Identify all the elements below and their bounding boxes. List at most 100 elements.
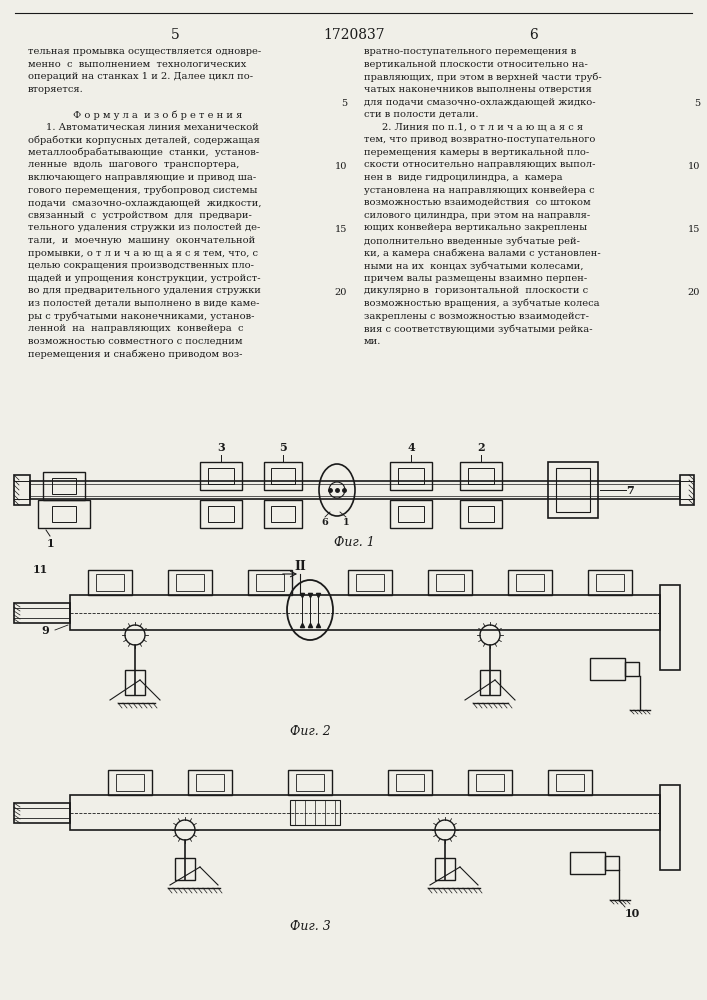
Text: Фиг. 1: Фиг. 1: [334, 536, 375, 549]
Bar: [168, 570, 212, 595]
Bar: [175, 858, 195, 880]
Bar: [96, 574, 124, 591]
Bar: [52, 506, 76, 522]
Text: ленной  на  направляющих  конвейера  с: ленной на направляющих конвейера с: [28, 324, 243, 333]
Bar: [435, 858, 455, 880]
Text: дополнительно введенные зубчатые рей-: дополнительно введенные зубчатые рей-: [364, 236, 580, 245]
Text: 7: 7: [626, 485, 633, 495]
Text: ры с трубчатыми наконечниками, установ-: ры с трубчатыми наконечниками, установ-: [28, 312, 255, 321]
Text: причем валы размещены взаимно перпен-: причем валы размещены взаимно перпен-: [364, 274, 588, 283]
Text: менно  с  выполнением  технологических: менно с выполнением технологических: [28, 60, 246, 69]
Text: для подачи смазочно-охлаждающей жидко-: для подачи смазочно-охлаждающей жидко-: [364, 97, 595, 106]
Bar: [428, 570, 472, 595]
Bar: [556, 774, 584, 791]
Bar: [508, 570, 552, 595]
Bar: [288, 770, 332, 795]
Bar: [256, 574, 284, 591]
Text: подачи  смазочно-охлаждающей  жидкости,: подачи смазочно-охлаждающей жидкости,: [28, 198, 262, 207]
Text: 15: 15: [334, 225, 347, 234]
Bar: [108, 770, 152, 795]
Bar: [460, 500, 502, 528]
Text: 4: 4: [407, 442, 415, 453]
Text: перемещения камеры в вертикальной пло-: перемещения камеры в вертикальной пло-: [364, 148, 589, 157]
Bar: [516, 574, 544, 591]
Bar: [390, 462, 432, 490]
Text: тельная промывка осуществляется одновре-: тельная промывка осуществляется одновре-: [28, 47, 262, 56]
Bar: [390, 500, 432, 528]
Bar: [468, 770, 512, 795]
Bar: [468, 506, 494, 522]
Text: правляющих, при этом в верхней части труб-: правляющих, при этом в верхней части тру…: [364, 72, 602, 82]
Text: Фиг. 3: Фиг. 3: [290, 920, 330, 933]
Text: сти в полости детали.: сти в полости детали.: [364, 110, 479, 119]
Text: промывки, о т л и ч а ю щ а я с я тем, что, с: промывки, о т л и ч а ю щ а я с я тем, ч…: [28, 249, 258, 258]
Text: вратно-поступательного перемещения в: вратно-поступательного перемещения в: [364, 47, 576, 56]
Text: вертикальной плоскости относительно на-: вертикальной плоскости относительно на-: [364, 60, 588, 69]
Bar: [596, 574, 624, 591]
Text: 5: 5: [341, 99, 347, 108]
Text: чатых наконечников выполнены отверстия: чатых наконечников выполнены отверстия: [364, 85, 592, 94]
Bar: [43, 472, 85, 500]
Text: 5: 5: [170, 28, 180, 42]
Bar: [125, 670, 145, 695]
Bar: [248, 570, 292, 595]
Text: 5: 5: [279, 442, 287, 453]
Bar: [116, 774, 144, 791]
Text: гового перемещения, трубопровод системы: гового перемещения, трубопровод системы: [28, 186, 257, 195]
Text: 11: 11: [33, 564, 47, 575]
Text: закреплены с возможностью взаимодейст-: закреплены с возможностью взаимодейст-: [364, 312, 589, 321]
Text: 1: 1: [46, 538, 54, 549]
Bar: [460, 462, 502, 490]
Text: 10: 10: [334, 162, 347, 171]
Text: обработки корпусных деталей, содержащая: обработки корпусных деталей, содержащая: [28, 135, 260, 145]
Text: возможностью совместного с последним: возможностью совместного с последним: [28, 337, 243, 346]
Text: ными на их  концах зубчатыми колесами,: ными на их концах зубчатыми колесами,: [364, 261, 583, 271]
Text: 1. Автоматическая линия механической: 1. Автоматическая линия механической: [46, 123, 259, 132]
Bar: [14, 803, 70, 823]
Bar: [556, 468, 590, 512]
Text: 9: 9: [41, 624, 49, 636]
Bar: [588, 570, 632, 595]
Bar: [196, 774, 224, 791]
Text: установлена на направляющих конвейера с: установлена на направляющих конвейера с: [364, 186, 595, 195]
Bar: [176, 574, 204, 591]
Bar: [480, 670, 500, 695]
Bar: [200, 500, 242, 528]
Bar: [476, 774, 504, 791]
Text: тали,  и  моечную  машину  окончательной: тали, и моечную машину окончательной: [28, 236, 255, 245]
Bar: [70, 595, 660, 630]
Text: возможностью вращения, а зубчатые колеса: возможностью вращения, а зубчатые колеса: [364, 299, 600, 308]
Text: тем, что привод возвратно-поступательного: тем, что привод возвратно-поступательног…: [364, 135, 595, 144]
Text: 2. Линия по п.1, о т л и ч а ю щ а я с я: 2. Линия по п.1, о т л и ч а ю щ а я с я: [382, 123, 583, 132]
Text: связанный  с  устройством  для  предвари-: связанный с устройством для предвари-: [28, 211, 252, 220]
Text: перемещения и снабжено приводом воз-: перемещения и снабжено приводом воз-: [28, 349, 243, 359]
Text: возможностью взаимодействия  со штоком: возможностью взаимодействия со штоком: [364, 198, 590, 207]
Text: операций на станках 1 и 2. Далее цикл по-: операций на станках 1 и 2. Далее цикл по…: [28, 72, 253, 81]
Bar: [356, 574, 384, 591]
Bar: [590, 658, 625, 680]
Bar: [14, 475, 30, 505]
Text: 1720837: 1720837: [323, 28, 385, 42]
Text: 3: 3: [217, 442, 225, 453]
Text: 20: 20: [688, 288, 700, 297]
Bar: [52, 478, 76, 494]
Text: 10: 10: [625, 908, 641, 919]
Text: 10: 10: [688, 162, 700, 171]
Bar: [30, 481, 680, 499]
Text: силового цилиндра, при этом на направля-: силового цилиндра, при этом на направля-: [364, 211, 590, 220]
Bar: [208, 506, 234, 522]
Text: нен в  виде гидроцилиндра, а  камера: нен в виде гидроцилиндра, а камера: [364, 173, 563, 182]
Bar: [188, 770, 232, 795]
Bar: [264, 500, 302, 528]
Bar: [348, 570, 392, 595]
Text: 6: 6: [529, 28, 537, 42]
Bar: [548, 770, 592, 795]
Bar: [388, 770, 432, 795]
Bar: [468, 468, 494, 484]
Text: 1: 1: [343, 518, 349, 527]
Text: включающего направляющие и привод ша-: включающего направляющие и привод ша-: [28, 173, 256, 182]
Text: скости относительно направляющих выпол-: скости относительно направляющих выпол-: [364, 160, 595, 169]
Bar: [271, 468, 295, 484]
Bar: [625, 662, 639, 676]
Text: ки, а камера снабжена валами с установлен-: ки, а камера снабжена валами с установле…: [364, 249, 601, 258]
